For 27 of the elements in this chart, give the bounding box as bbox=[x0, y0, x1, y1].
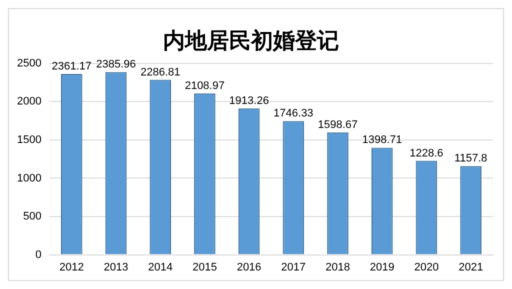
x-tick-label: 2018 bbox=[326, 261, 350, 274]
data-label: 1913.26 bbox=[229, 94, 269, 107]
data-label: 1598.67 bbox=[318, 118, 358, 131]
x-tick-label: 2012 bbox=[59, 261, 84, 274]
y-tick-label: 1500 bbox=[16, 134, 42, 146]
x-tick-label: 2014 bbox=[148, 261, 173, 274]
data-label: 2286.81 bbox=[140, 66, 180, 78]
x-tick-label: 2017 bbox=[281, 261, 306, 274]
y-tick-label: 1000 bbox=[16, 172, 42, 184]
data-label: 1228.6 bbox=[410, 147, 444, 160]
data-label: 2108.97 bbox=[184, 80, 225, 92]
y-tick-label: 0 bbox=[35, 248, 42, 261]
data-label: 1746.33 bbox=[274, 108, 314, 120]
x-tick-label: 2016 bbox=[236, 261, 262, 274]
x-tick-label: 2015 bbox=[192, 261, 217, 274]
x-tick-label: 2019 bbox=[370, 261, 394, 274]
data-label: 2361.17 bbox=[52, 60, 92, 73]
chart-title: 内地居民初婚登记 bbox=[163, 28, 339, 54]
y-tick-label: 2000 bbox=[16, 96, 42, 108]
y-tick-label: 2500 bbox=[16, 57, 42, 70]
data-label: 2385.96 bbox=[96, 58, 136, 71]
data-label: 1398.71 bbox=[362, 134, 402, 146]
x-tick-label: 2013 bbox=[104, 261, 128, 274]
data-label: 1157.8 bbox=[454, 152, 488, 165]
y-tick-label: 500 bbox=[23, 210, 42, 223]
x-tick-label: 2021 bbox=[458, 261, 484, 274]
x-tick-label: 2020 bbox=[414, 261, 439, 274]
